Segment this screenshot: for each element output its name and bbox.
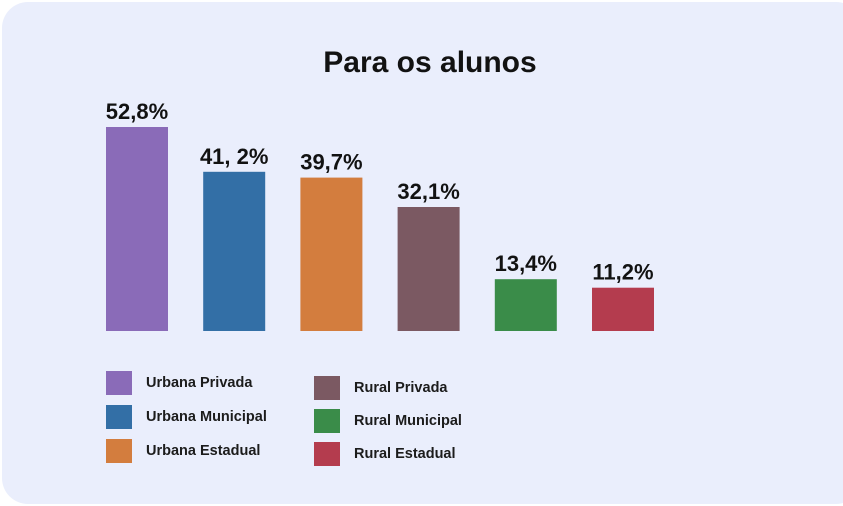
- legend-item: Urbana Estadual: [106, 439, 260, 463]
- bar-value-label: 11,2%: [592, 260, 653, 285]
- legend-label: Rural Municipal: [354, 413, 462, 429]
- bar-value-label: 32,1%: [397, 179, 459, 204]
- legend-item: Rural Estadual: [314, 442, 456, 466]
- legend-label: Rural Privada: [354, 380, 448, 396]
- bar-2: [203, 171, 266, 331]
- legend-item: Rural Municipal: [314, 409, 462, 433]
- bar-4: [397, 207, 460, 331]
- bar-value-label: 39,7%: [300, 150, 362, 175]
- legend-label: Urbana Municipal: [146, 409, 267, 425]
- legend-swatch: [106, 371, 132, 395]
- bar-value-label: 41, 2%: [200, 144, 269, 169]
- legend-item: Rural Privada: [314, 376, 448, 400]
- legend-swatch: [314, 409, 340, 433]
- bar-3: [300, 177, 363, 331]
- bar-5: [494, 279, 557, 331]
- bar-value-label: 52,8%: [106, 99, 168, 124]
- chart-title: Para os alunos: [323, 46, 537, 79]
- legend-item: Urbana Municipal: [106, 405, 267, 429]
- legend-label: Rural Estadual: [354, 446, 456, 462]
- legend-swatch: [106, 439, 132, 463]
- legend-swatch: [314, 376, 340, 400]
- bar-1: [106, 127, 168, 331]
- legend-item: Urbana Privada: [106, 371, 252, 395]
- bar-6: [592, 287, 654, 331]
- legend-swatch: [106, 405, 132, 429]
- legend-label: Urbana Estadual: [146, 443, 261, 459]
- legend-swatch: [314, 442, 340, 466]
- legend-label: Urbana Privada: [146, 375, 253, 391]
- bar-value-label: 13,4%: [495, 251, 557, 276]
